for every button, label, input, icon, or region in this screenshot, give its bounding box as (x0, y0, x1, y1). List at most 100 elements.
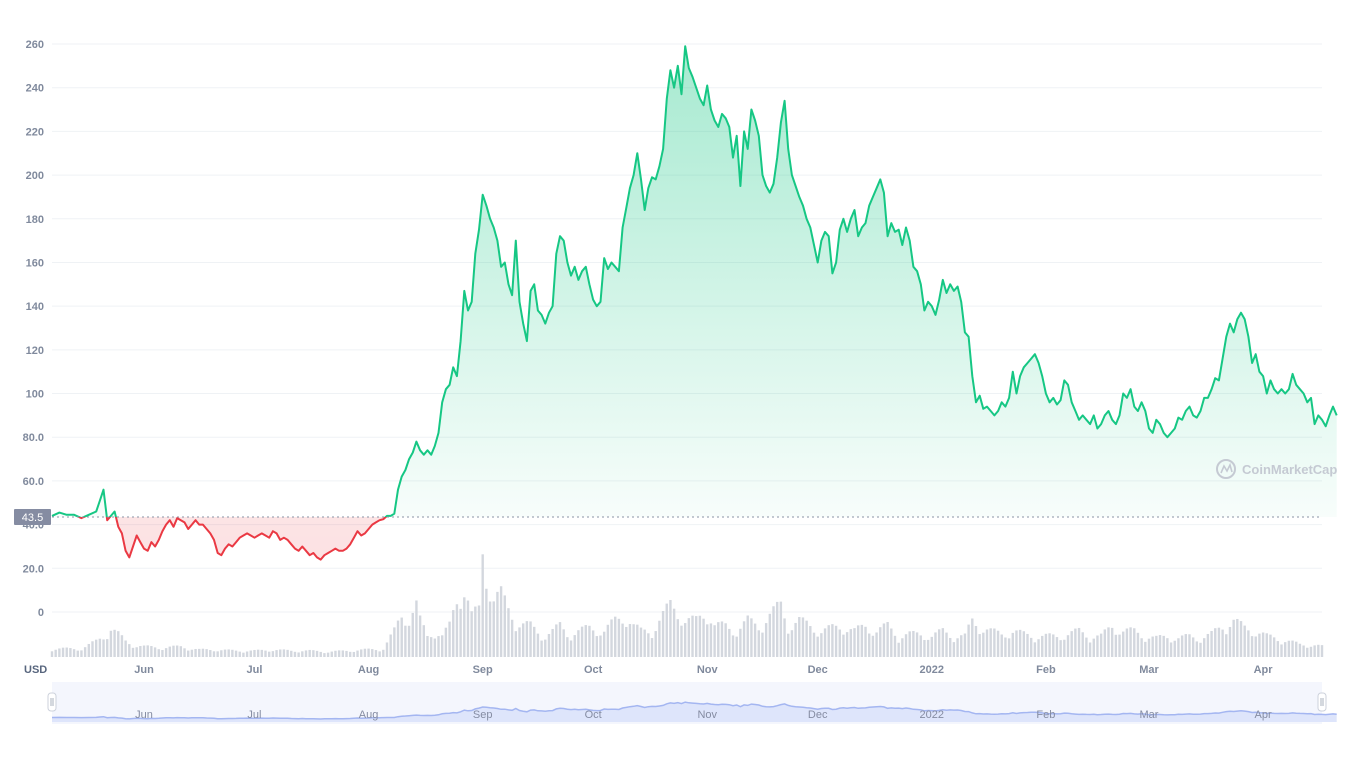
volume-bar (481, 554, 484, 657)
volume-bar (834, 625, 838, 657)
volume-bar (463, 597, 466, 657)
volume-bar (448, 621, 451, 657)
volume-bar (1247, 630, 1250, 657)
coinmarketcap-logo-icon (1216, 459, 1236, 479)
volume-bar (150, 646, 153, 657)
volume-bar (264, 650, 267, 657)
volume-bar (492, 601, 495, 657)
volume-bar (761, 632, 764, 657)
volume-bar (164, 648, 168, 657)
volume-bar (168, 646, 171, 657)
volume-bar (65, 647, 68, 657)
volume-bar (1055, 637, 1059, 657)
volume-bar (621, 623, 624, 657)
volume-bar (1000, 634, 1003, 657)
volume-bar (1309, 646, 1313, 657)
volume-bar (989, 628, 992, 657)
volume-bar (1166, 638, 1169, 657)
volume-bar (1295, 641, 1298, 657)
volume-bar (1074, 628, 1077, 657)
volume-bar (437, 636, 440, 657)
volume-bar (1144, 641, 1147, 657)
volume-bar (1239, 621, 1243, 657)
volume-bar (76, 650, 79, 657)
volume-bar (1151, 636, 1154, 657)
volume-bar (540, 640, 543, 657)
volume-bar (547, 633, 551, 657)
baseline-label-text: 43.5 (22, 512, 43, 524)
y-tick-label: 100 (26, 389, 44, 401)
volume-bar (389, 634, 392, 657)
volume-bar (510, 619, 514, 657)
volume-bar (971, 618, 974, 657)
navigator-x-tick-label: Jun (135, 709, 153, 721)
volume-bar (1250, 636, 1254, 657)
volume-bar (915, 632, 919, 657)
volume-bar (555, 624, 558, 657)
volume-bar (234, 650, 238, 657)
volume-bar (1048, 633, 1051, 657)
volume-bar (625, 626, 628, 657)
volume-bar (245, 651, 249, 657)
volume-bar (963, 633, 967, 657)
volume-bar (1265, 633, 1268, 657)
volume-bar (1033, 642, 1037, 657)
volume-bar (514, 631, 518, 657)
volume-bar (801, 617, 805, 657)
volume-bar (757, 630, 760, 657)
navigator-handle-right[interactable] (1317, 692, 1327, 712)
volume-bar (1147, 638, 1151, 657)
x-axis-ticks: Jun Jul Aug Sep Oct Nov Dec 2022 Feb Mar Apr (134, 664, 1273, 676)
volume-bar (499, 586, 503, 657)
y-tick-label: 140 (26, 301, 44, 313)
volume-bar (290, 650, 293, 657)
volume-bar (691, 615, 694, 657)
y-tick-label: 60.0 (23, 476, 44, 488)
volume-bar (1191, 637, 1195, 657)
x-tick-label: Dec (808, 664, 828, 676)
volume-bar (98, 638, 102, 657)
volume-bar (146, 645, 149, 657)
volume-bar (1026, 633, 1029, 657)
volume-bar (1203, 638, 1206, 657)
volume-bar (1107, 627, 1110, 657)
volume-bar (1103, 629, 1107, 657)
volume-bar (209, 650, 212, 657)
volume-bar (683, 623, 687, 657)
volume-bar (827, 625, 830, 657)
x-tick-label: Feb (1036, 664, 1056, 676)
volume-bar (227, 649, 230, 657)
volume-bar (326, 652, 330, 657)
price-line-up (51, 45, 1338, 517)
volume-bar (378, 651, 381, 657)
volume-bar (945, 632, 948, 657)
volume-bar (1184, 634, 1187, 657)
volume-bar (459, 608, 462, 657)
volume-bar (636, 624, 639, 657)
volume-bar (183, 648, 186, 657)
volume-bar (157, 649, 160, 657)
volume-bar (591, 630, 595, 657)
volume-bar (396, 620, 400, 657)
volume-bar (577, 630, 580, 657)
volume-bar (580, 626, 584, 657)
volume-bar (94, 639, 98, 657)
volume-bar (731, 635, 735, 657)
range-navigator[interactable]: Jun Jul Aug Sep Oct Nov Dec 2022 Feb Mar Apr (47, 682, 1337, 724)
volume-bar (1155, 635, 1158, 657)
price-area-down (78, 516, 386, 560)
y-tick-label: 200 (26, 170, 44, 182)
navigator-x-tick-label: Sep (473, 709, 493, 721)
watermark-text: CoinMarketCap (1242, 462, 1337, 477)
volume-bar (83, 647, 87, 657)
volume-bar (1129, 627, 1132, 657)
volume-bar (315, 650, 319, 657)
volume-bar (411, 612, 414, 657)
volume-bar (882, 623, 886, 657)
volume-bar (717, 622, 720, 657)
y-tick-label: 20.0 (23, 563, 44, 575)
navigator-handle-left[interactable] (47, 692, 57, 712)
volume-bar (893, 635, 897, 657)
volume-bar (967, 624, 970, 657)
y-tick-label: 240 (26, 83, 44, 95)
